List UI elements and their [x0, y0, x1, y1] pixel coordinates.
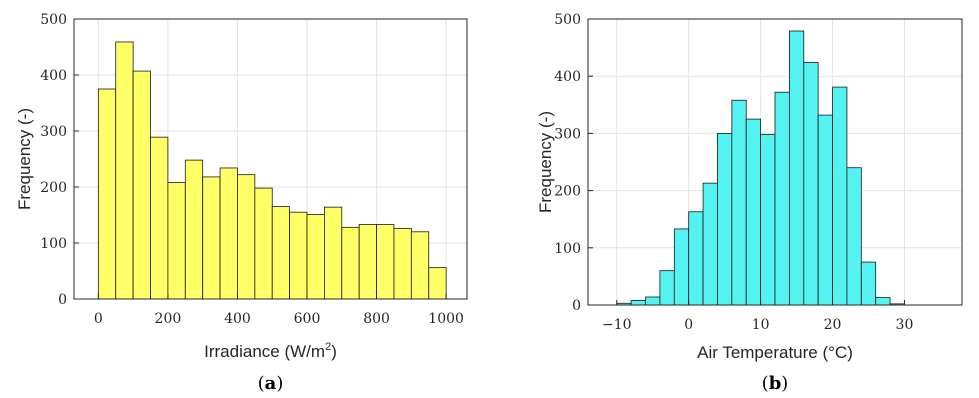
panel-b-axes-frame — [587, 18, 963, 306]
panel-a-bar — [202, 176, 221, 300]
panel-a-x-tick-label: 800 — [363, 311, 390, 327]
panel-a-x-axis-label: Irradiance (W/m2) — [204, 341, 337, 361]
panel-a-x-axis-label-superscript: 2 — [325, 341, 331, 353]
panel-b-bar — [745, 118, 762, 306]
panel-b-bar — [875, 297, 891, 306]
panel-b-x-tick-label: 10 — [752, 317, 770, 333]
panel-b-bar — [760, 134, 776, 306]
panel-b-bar — [645, 296, 661, 306]
panel-a-bar — [358, 224, 377, 300]
panel-a-label-close: ) — [276, 373, 283, 394]
panel-b-x-axis-label: Air Temperature (°C) — [697, 343, 853, 362]
panel-b-bar — [788, 30, 805, 306]
panel-b-y-tick-label: 300 — [554, 126, 581, 142]
panel-a-bar — [428, 267, 447, 300]
panel-b-x-tick-label: −10 — [602, 317, 632, 333]
panel-a-y-tick-label: 100 — [40, 236, 67, 252]
panel-b-bar — [673, 228, 690, 306]
panel-a-x-tick-label: 600 — [294, 311, 321, 327]
panel-a-y-tick-label: 300 — [40, 124, 67, 140]
panel-a-ticks: 0 200 400 600 800 1000 0 100 200 300 400 500 — [40, 12, 464, 327]
panel-b-bar — [846, 167, 862, 306]
panel-b-y-axis-label: Frequency (-) — [536, 111, 555, 213]
panel-a-axes-frame — [73, 18, 468, 300]
panel-b-x-tick-label: 30 — [896, 317, 914, 333]
panel-a-label-letter: a — [265, 373, 277, 394]
panel-a-x-tick-label: 200 — [155, 311, 182, 327]
panel-b-bars — [616, 30, 905, 306]
panel-b-bar — [817, 114, 833, 306]
panel-a-x-tick-label: 400 — [224, 311, 251, 327]
panel-b-y-tick-label: 400 — [554, 69, 581, 85]
panel-a-label: (a) — [258, 373, 284, 394]
panel-b-x-tick-label: 20 — [824, 317, 842, 333]
panel-a-bar — [97, 88, 117, 300]
panel-b-bar — [832, 86, 848, 306]
panel-b-bar — [860, 261, 877, 306]
panel-b-bar — [717, 132, 733, 306]
panel-b-label: (b) — [762, 373, 789, 394]
panel-a-bar — [393, 228, 412, 300]
panel-a-y-tick-label: 500 — [40, 12, 67, 28]
panel-b-y-tick-label: 100 — [554, 241, 581, 257]
panel-a-label-open: ( — [258, 373, 265, 394]
panel-a-y-axis-label: Frequency (-) — [15, 108, 34, 210]
panel-a-bar — [132, 70, 151, 300]
panel-a-bar — [150, 136, 169, 300]
panel-a-y-tick-label: 0 — [58, 292, 67, 308]
panel-a-bar — [306, 214, 325, 300]
panel-a-bar — [167, 182, 186, 300]
panel-a-y-tick-label: 200 — [40, 180, 67, 196]
panel-a-bar — [324, 206, 343, 300]
panel-a-x-axis-label-text: Irradiance (W/m — [204, 342, 325, 361]
panel-b-bar — [702, 182, 718, 306]
panel-a-bar — [376, 224, 395, 300]
panel-b-x-axis-label-text: Air Temperature (°C) — [697, 343, 853, 362]
panel-a-bar — [341, 226, 360, 300]
panel-b-bar — [731, 99, 747, 306]
panel-a-bar — [410, 231, 430, 300]
panel-a-bar — [219, 167, 238, 300]
panel-a-x-axis-label-suffix: ) — [331, 342, 337, 361]
panel-b-label-open: ( — [762, 373, 769, 394]
panel-b-label-letter: b — [769, 373, 782, 394]
panel-a-bar — [115, 41, 134, 300]
panel-b-bar — [774, 91, 790, 306]
panel-a-bar — [271, 206, 291, 300]
panel-b-bar — [630, 300, 646, 306]
panel-a-x-tick-label: 1000 — [428, 311, 464, 327]
panel-b-y-tick-label: 500 — [554, 12, 581, 28]
panel-a-bar — [254, 187, 273, 300]
panel-b-y-tick-label: 200 — [554, 184, 581, 200]
panel-b-bar — [659, 270, 675, 306]
panel-b-bar — [688, 211, 704, 306]
panel-b-y-tick-label: 0 — [572, 298, 581, 314]
panel-a-x-tick-label: 0 — [94, 311, 103, 327]
panel-a-histogram: 0 200 400 600 800 1000 0 100 200 300 400 500 Freque… — [15, 12, 468, 394]
panel-b-bar — [803, 62, 819, 306]
panel-a-bar — [289, 211, 308, 300]
panel-a-bars — [97, 41, 447, 300]
panel-b-label-close: ) — [781, 373, 788, 394]
panel-a-bar — [184, 159, 204, 300]
panel-a-y-tick-label: 400 — [40, 68, 67, 84]
panel-b-x-tick-label: 0 — [684, 317, 693, 333]
panel-a-bar — [237, 174, 256, 300]
